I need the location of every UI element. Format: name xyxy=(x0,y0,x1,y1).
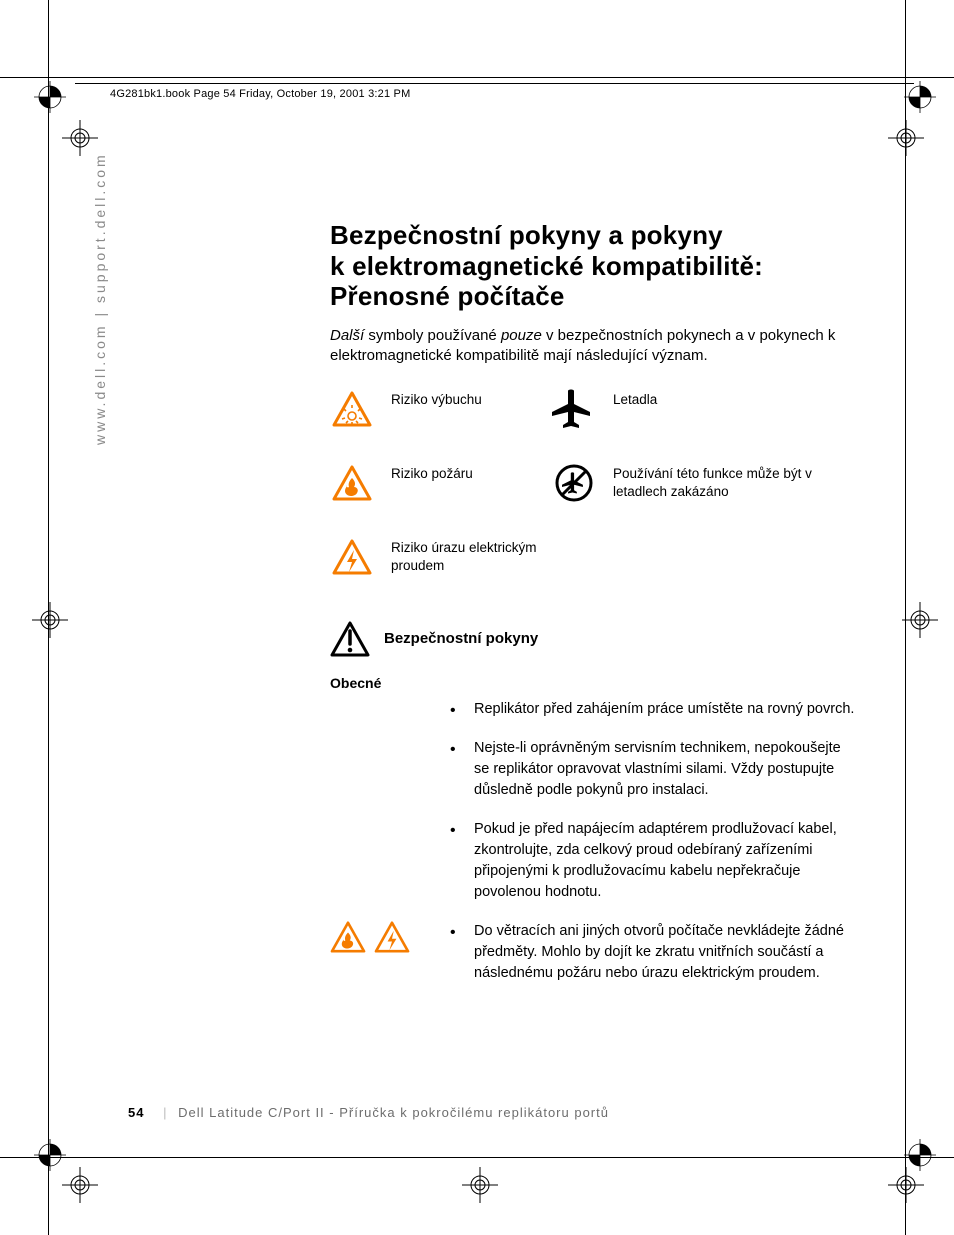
side-url: www.dell.com | support.dell.com xyxy=(92,152,108,445)
shock-icon xyxy=(330,537,374,577)
fire-icon xyxy=(330,921,368,955)
aircraft-icon xyxy=(552,389,596,429)
footer: 54 | Dell Latitude C/Port II - Příručka … xyxy=(128,1105,609,1120)
aircraft-label: Letadla xyxy=(613,389,860,409)
explosion-icon xyxy=(330,389,374,429)
slug-rule xyxy=(75,83,914,84)
bullet-4-icons xyxy=(330,921,412,955)
intro-italic-1: Další xyxy=(330,327,364,344)
fire-icon xyxy=(330,463,374,503)
title-line-1: Bezpečnostní pokyny a pokyny xyxy=(330,220,723,250)
page-title: Bezpečnostní pokyny a pokyny k elektroma… xyxy=(330,220,860,312)
bullet-1: Replikátor před zahájením práce umístěte… xyxy=(450,699,860,720)
prohibited-icon xyxy=(552,463,596,503)
intro-italic-2: pouze xyxy=(501,327,542,344)
intro-text-1: symboly používané xyxy=(364,327,501,344)
footer-text: Dell Latitude C/Port II - Příručka k pok… xyxy=(178,1105,609,1120)
shock-icon xyxy=(374,921,412,955)
intro-paragraph: Další symboly používané pouze v bezpečno… xyxy=(330,326,860,367)
warning-icon xyxy=(330,621,370,657)
bullet-2: Nejste-li oprávněným servisním technikem… xyxy=(450,738,860,801)
prohibited-label: Používání této funkce může být v letadle… xyxy=(613,463,860,501)
symbol-grid: Riziko výbuchu Letadla Riziko požáru Pou… xyxy=(330,389,860,577)
subhead: Obecné xyxy=(330,675,860,691)
footer-sep: | xyxy=(163,1105,167,1120)
explosion-label: Riziko výbuchu xyxy=(391,389,546,409)
bullet-3: Pokud je před napájecím adaptérem prodlu… xyxy=(450,819,860,903)
section-heading: Bezpečnostní pokyny xyxy=(330,621,860,657)
fire-label: Riziko požáru xyxy=(391,463,546,483)
bullet-4: Do větracích ani jiných otvorů počítače … xyxy=(450,921,860,984)
title-line-3: Přenosné počítače xyxy=(330,281,565,311)
shock-label: Riziko úrazu elektrickým proudem xyxy=(391,537,546,575)
title-line-2: k elektromagnetické kompatibilitě: xyxy=(330,251,763,281)
bullet-list: Replikátor před zahájením práce umístěte… xyxy=(330,699,860,984)
slug-text: 4G281bk1.book Page 54 Friday, October 19… xyxy=(110,88,410,100)
page-number: 54 xyxy=(128,1105,144,1120)
bullet-4-text: Do větracích ani jiných otvorů počítače … xyxy=(474,923,844,981)
section-title: Bezpečnostní pokyny xyxy=(384,630,538,647)
